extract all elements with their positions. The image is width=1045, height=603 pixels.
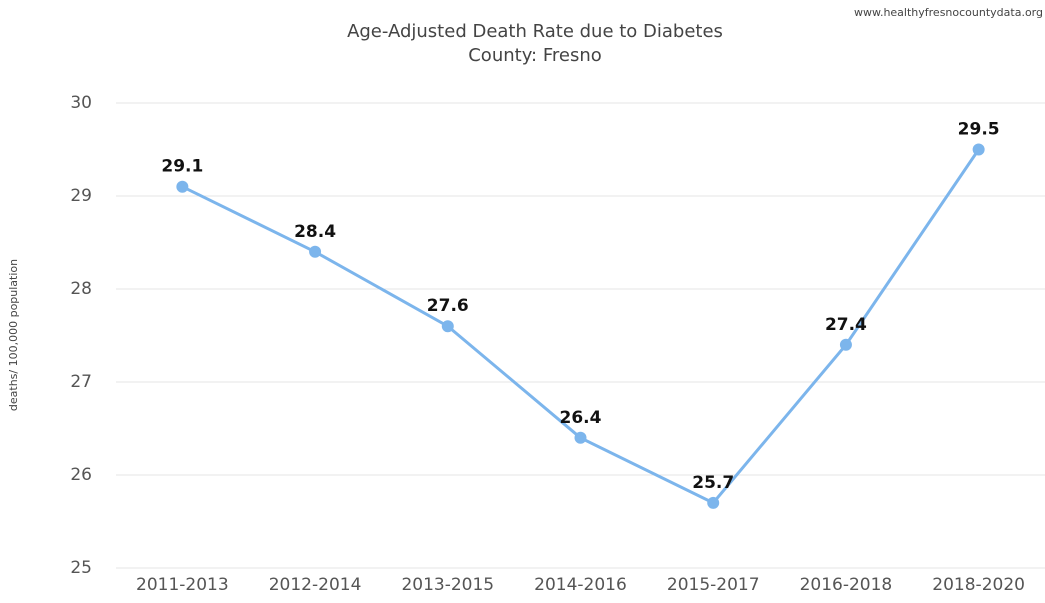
data-label: 25.7 (692, 473, 734, 493)
x-tick-label: 2016-2018 (800, 575, 893, 595)
data-label: 29.5 (958, 120, 1000, 140)
point (707, 496, 720, 509)
y-tick-label: 30 (70, 93, 92, 113)
x-tick-label: 2018-2020 (932, 575, 1025, 595)
y-axis-label: deaths/ 100,000 population (7, 259, 20, 411)
point (176, 180, 189, 193)
chart-title: Age-Adjusted Death Rate due to Diabetes (347, 21, 723, 42)
x-tick-label: 2015-2017 (667, 575, 760, 595)
credit: www.healthyfresnocountydata.org (854, 6, 1043, 19)
point (309, 245, 322, 258)
data-label: 26.4 (560, 408, 602, 428)
point (972, 143, 985, 156)
y-tick-label: 26 (70, 465, 92, 485)
data-label: 28.4 (294, 222, 336, 242)
y-tick-label: 27 (70, 372, 92, 392)
point (441, 320, 454, 333)
data-label: 27.4 (825, 315, 867, 335)
data-label: 27.6 (427, 296, 469, 316)
y-tick-label: 25 (70, 558, 92, 578)
x-tick-label: 2011-2013 (136, 575, 229, 595)
point (839, 338, 852, 351)
chart-subtitle: County: Fresno (468, 45, 602, 66)
point (574, 431, 587, 444)
x-tick-label: 2013-2015 (401, 575, 494, 595)
x-tick-label: 2012-2014 (269, 575, 362, 595)
y-tick-label: 29 (70, 186, 92, 206)
x-tick-label: 2014-2016 (534, 575, 627, 595)
data-label: 29.1 (161, 157, 203, 177)
y-tick-label: 28 (70, 279, 92, 299)
